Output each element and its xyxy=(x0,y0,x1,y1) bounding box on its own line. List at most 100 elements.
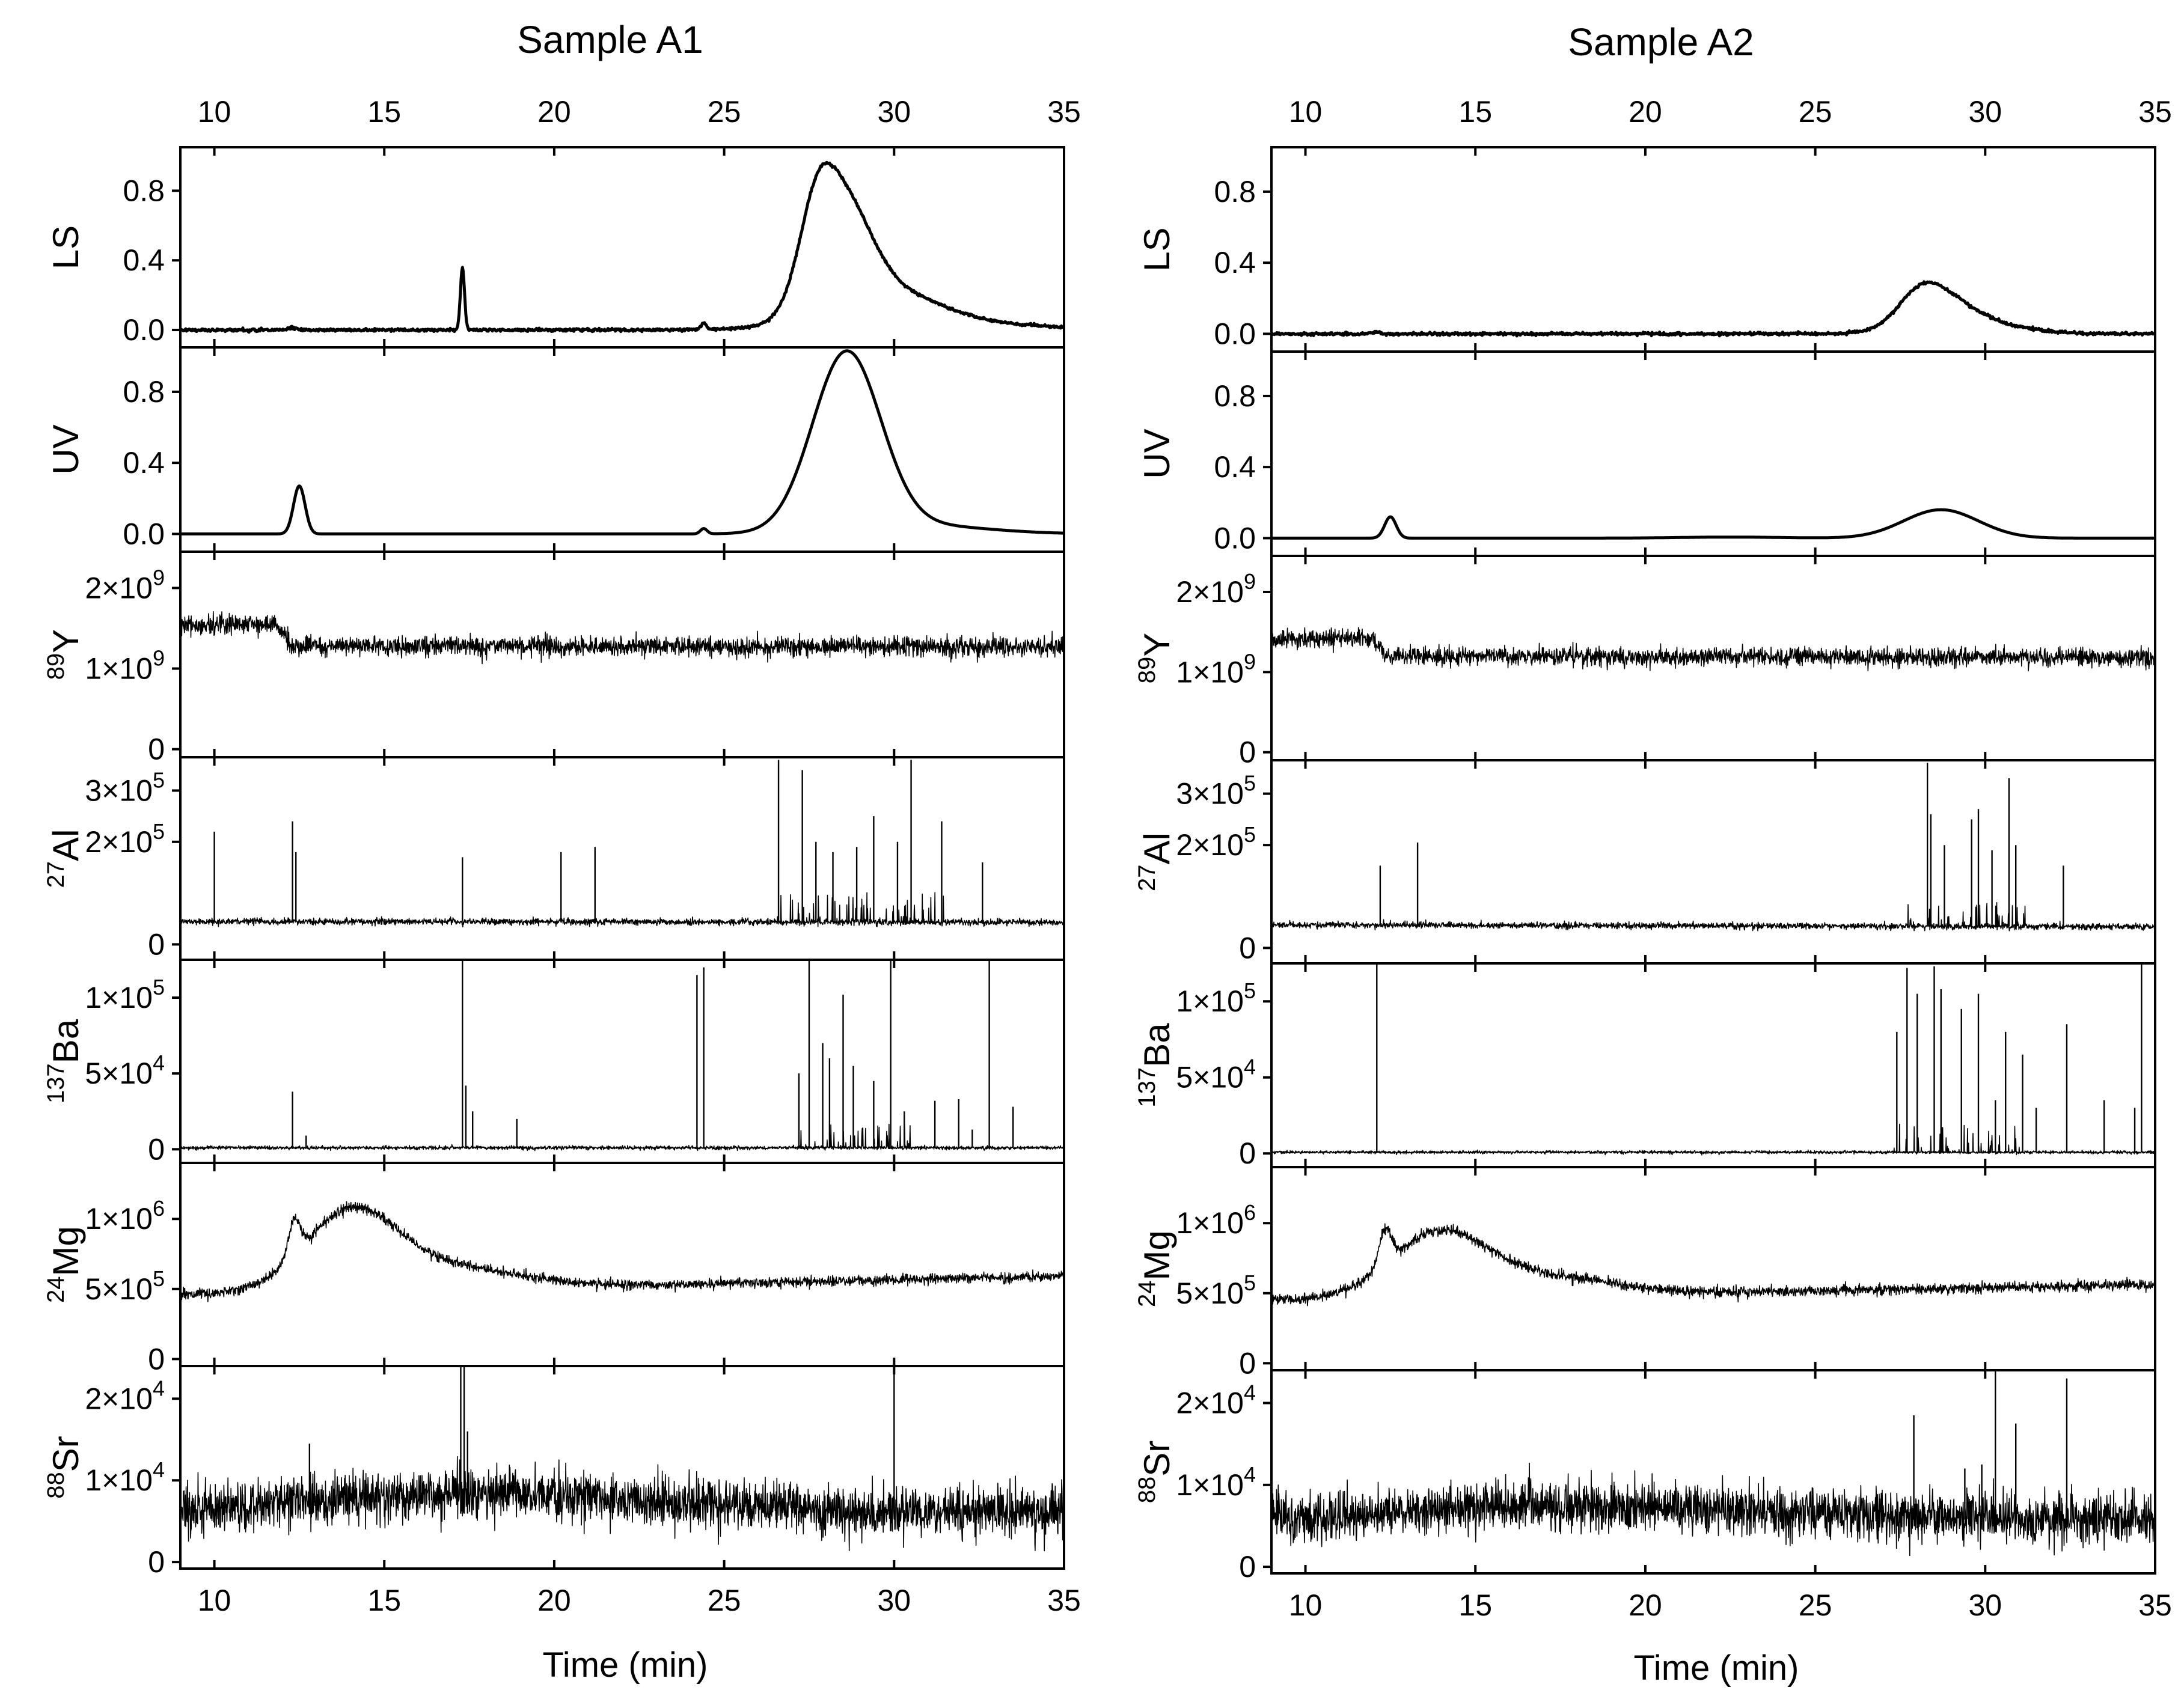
y-tick-label: 0.4 xyxy=(1214,246,1256,279)
trace-a2-uv xyxy=(1270,508,2156,540)
subplot-frame xyxy=(179,1365,1065,1570)
subplot-a2-y89: 0 1×109 2×109 89Y xyxy=(1134,555,2156,769)
y-axis-label-ba137: 137Ba xyxy=(43,1019,86,1103)
trace-a1-al27 xyxy=(180,892,1065,928)
x-tick-label-top-25: 25 xyxy=(1799,95,1832,129)
subplot-a1-sr88: 0 1×104 2×104 88Sr xyxy=(43,1365,1065,1579)
y-tick-label: 0 xyxy=(1239,931,1256,965)
y-tick-label: 0.0 xyxy=(1214,521,1256,555)
y-tick-label: 0.0 xyxy=(123,313,165,347)
y-axis-label-mg24: 24Mg xyxy=(1134,1230,1177,1307)
x-axis-title-a1: Time (min) xyxy=(543,1646,708,1685)
subplot-a2-sr88: 0 1×104 2×104 88Sr xyxy=(1134,1369,2156,1584)
x-tick-label-bottom-15: 15 xyxy=(367,1584,401,1617)
y-tick-label: 0 xyxy=(148,1342,165,1376)
subplot-a1-uv: 0.0 0.4 0.8 UV xyxy=(46,346,1065,553)
y-tick-label: 0.8 xyxy=(123,174,165,207)
trace-a2-ls xyxy=(1270,280,2156,338)
y-tick-label: 0 xyxy=(1239,1136,1256,1170)
y-axis-label-al27: 27Al xyxy=(1134,832,1177,891)
y-axis-label-ls: LS xyxy=(46,225,86,269)
subplot-frame xyxy=(1270,1369,2156,1575)
y-tick-label: 0.8 xyxy=(123,375,165,409)
y-tick-label: 0.0 xyxy=(1214,317,1256,350)
y-tick-label: 1×109 xyxy=(85,645,165,685)
panel-title-a2: Sample A2 xyxy=(1568,20,1754,64)
x-tick-label-top-25: 25 xyxy=(708,95,741,129)
y-tick-label: 0 xyxy=(1239,1550,1256,1584)
x-tick-label-top-20: 20 xyxy=(1629,95,1662,129)
trace-a1-uv xyxy=(179,349,1065,535)
y-axis-label-sr88: 88Sr xyxy=(43,1436,86,1499)
x-tick-label-bottom-35: 35 xyxy=(1047,1584,1081,1617)
y-axis-label-ls: LS xyxy=(1137,227,1177,271)
x-tick-label-bottom-20: 20 xyxy=(1629,1588,1662,1622)
y-tick-label: 2×104 xyxy=(1176,1380,1256,1420)
y-tick-label: 0 xyxy=(1239,1346,1256,1380)
y-axis-label-ba137: 137Ba xyxy=(1134,1023,1177,1108)
x-tick-label-top-35: 35 xyxy=(1047,95,1081,129)
x-tick-label-top-35: 35 xyxy=(2138,95,2172,129)
trace-a2-al27 xyxy=(1271,902,2156,932)
panel-title-a1: Sample A1 xyxy=(517,18,703,61)
trace-a1-ls xyxy=(179,160,1066,334)
subplot-a2-ba137: 0 5×104 1×105 137Ba xyxy=(1134,962,2156,1170)
x-tick-label-bottom-25: 25 xyxy=(1799,1588,1832,1622)
y-tick-label: 5×105 xyxy=(1176,1270,1256,1310)
trace-a2-mg24 xyxy=(1271,1223,2156,1307)
y-axis-label-y89: 89Y xyxy=(43,629,86,680)
y-tick-label: 5×104 xyxy=(1176,1055,1256,1094)
panel-a2: 10 10 15 15 20 20 25 25 30 30 35 35 0.0 0.4 0.8 LS 0.0 0.… xyxy=(1134,95,2172,1622)
y-tick-label: 2×109 xyxy=(1176,569,1256,609)
y-tick-label: 5×105 xyxy=(85,1266,165,1306)
y-tick-label: 0.8 xyxy=(1214,379,1256,413)
x-tick-label-bottom-15: 15 xyxy=(1458,1588,1492,1622)
y-axis-label-y89: 89Y xyxy=(1134,633,1177,684)
y-tick-label: 0 xyxy=(1239,736,1256,769)
x-tick-label-bottom-20: 20 xyxy=(537,1584,571,1617)
y-tick-label: 1×109 xyxy=(1176,649,1256,689)
x-tick-label-top-30: 30 xyxy=(1968,95,2002,129)
x-tick-label-top-20: 20 xyxy=(537,95,571,129)
y-tick-label: 1×104 xyxy=(85,1457,165,1497)
subplot-a1-y89: 0 1×109 2×109 89Y xyxy=(43,551,1065,766)
trace-a1-mg24 xyxy=(180,1201,1065,1302)
y-tick-label: 5×104 xyxy=(85,1051,165,1090)
x-tick-label-top-10: 10 xyxy=(198,95,231,129)
y-tick-label: 3×105 xyxy=(1176,771,1256,811)
y-tick-label: 0.4 xyxy=(123,243,165,277)
x-axis-title-a2: Time (min) xyxy=(1634,1649,1799,1688)
trace-a2-sr88 xyxy=(1271,1462,2156,1557)
y-tick-label: 0 xyxy=(148,1545,165,1579)
y-tick-label: 1×106 xyxy=(85,1196,165,1236)
x-tick-label-bottom-30: 30 xyxy=(1968,1588,2002,1622)
x-tick-label-bottom-25: 25 xyxy=(708,1584,741,1617)
y-axis-label-uv: UV xyxy=(46,424,86,474)
subplot-a2-al27: 0 2×105 3×105 27Al xyxy=(1134,759,2156,965)
y-tick-label: 0 xyxy=(148,1132,165,1166)
x-tick-label-top-15: 15 xyxy=(367,95,401,129)
y-tick-label: 2×105 xyxy=(1176,822,1256,862)
y-axis-label-uv: UV xyxy=(1137,429,1177,478)
trace-a1-ba137 xyxy=(180,1123,1065,1151)
y-tick-label: 0.8 xyxy=(1214,175,1256,209)
x-tick-label-bottom-30: 30 xyxy=(877,1584,911,1617)
y-tick-label: 2×105 xyxy=(85,819,165,859)
y-tick-label: 0 xyxy=(148,927,165,961)
plot-area: 10 10 15 15 20 20 25 25 30 30 35 35 0.0 0.4 0.8 LS 0.0 0.… xyxy=(43,95,2172,1622)
y-tick-label: 1×105 xyxy=(1176,978,1256,1018)
trace-a2-ba137 xyxy=(1271,1123,2156,1156)
x-tick-label-top-15: 15 xyxy=(1458,95,1492,129)
x-tick-label-top-30: 30 xyxy=(877,95,911,129)
x-tick-label-bottom-10: 10 xyxy=(1289,1588,1323,1622)
x-tick-label-bottom-35: 35 xyxy=(2138,1588,2172,1622)
y-tick-label: 1×106 xyxy=(1176,1200,1256,1240)
subplot-a2-uv: 0.0 0.4 0.8 UV xyxy=(1137,350,2156,557)
y-tick-label: 0.0 xyxy=(123,517,165,551)
x-tick-label-top-10: 10 xyxy=(1289,95,1323,129)
trace-a1-sr88 xyxy=(180,1456,1065,1552)
y-tick-label: 1×104 xyxy=(1176,1462,1256,1502)
